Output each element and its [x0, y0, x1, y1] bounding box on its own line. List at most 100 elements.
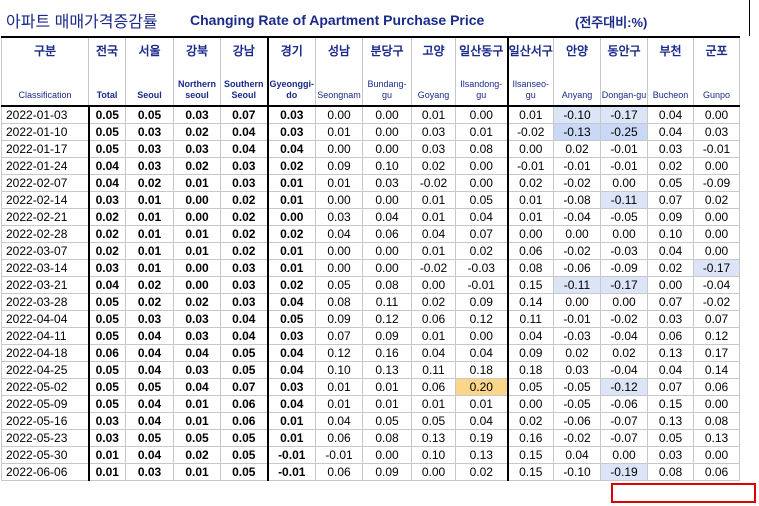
value-cell: 0.01: [267, 191, 316, 209]
value-cell: 0.13: [693, 429, 740, 447]
value-cell: 0.05: [88, 293, 126, 311]
table-row: 2022-01-03 0.05 0.05 0.03 0.07 0.03 0.00 0.00 0.…: [1, 105, 740, 124]
value-cell: 0.03: [647, 310, 694, 328]
value-cell: 0.08: [507, 259, 554, 277]
column-header-korean: 군포: [705, 44, 728, 58]
highlight-callout-box: [611, 483, 756, 503]
title-english: Changing Rate of Apartment Purchase Pric…: [190, 12, 485, 28]
value-cell: -0.02: [553, 429, 601, 447]
header-row: 구분 Classification 전국 Total 서울 Seoul 강북 Northern…: [1, 36, 740, 107]
value-cell: -0.13: [553, 123, 601, 141]
column-header-english: Classification: [18, 90, 72, 100]
value-cell: 0.05: [88, 140, 126, 158]
date-cell: 2022-02-21: [1, 208, 90, 226]
value-cell: 0.00: [693, 446, 740, 464]
table-row: 2022-03-14 0.03 0.01 0.00 0.03 0.01 0.00 0.00 -0…: [1, 259, 740, 277]
value-cell: 0.03: [125, 123, 174, 141]
value-cell: 0.04: [411, 225, 456, 243]
value-cell: 0.04: [220, 140, 269, 158]
column-header-korean: 강북: [185, 44, 209, 58]
value-cell: 0.01: [88, 446, 126, 464]
value-cell: 0.02: [693, 191, 740, 209]
value-cell: -0.03: [600, 242, 648, 260]
date-cell: 2022-02-14: [1, 191, 90, 209]
value-cell: 0.05: [220, 463, 269, 481]
date-cell: 2022-03-07: [1, 242, 90, 260]
value-cell: 0.00: [267, 208, 316, 226]
value-cell: 0.16: [507, 429, 554, 447]
value-cell: 0.08: [693, 412, 740, 430]
table-row: 2022-05-09 0.05 0.04 0.01 0.06 0.04 0.01 0.01 0.…: [1, 395, 740, 413]
value-cell: 0.07: [455, 225, 509, 243]
value-cell: 0.02: [220, 242, 269, 260]
table-row: 2022-01-17 0.05 0.03 0.03 0.04 0.04 0.00 0.00 0.…: [1, 140, 740, 158]
value-cell: 0.08: [455, 140, 509, 158]
column-header-english: Goyang: [417, 90, 450, 100]
value-cell: 0.01: [411, 395, 456, 413]
value-cell: 0.02: [88, 208, 126, 226]
column-header-korean: 안양: [565, 44, 589, 58]
value-cell: 0.04: [267, 140, 316, 158]
value-cell: 0.11: [411, 361, 456, 379]
value-cell: 0.00: [693, 395, 740, 413]
value-cell: 0.01: [507, 191, 554, 209]
column-header-2: 서울 Seoul: [125, 36, 174, 107]
value-cell: 0.00: [507, 395, 554, 413]
value-cell: 0.04: [125, 446, 174, 464]
value-cell: 0.00: [693, 105, 740, 124]
value-cell: 0.07: [647, 378, 694, 396]
value-cell: -0.25: [600, 123, 648, 141]
column-header-5: 경기 Gyeonggi-do: [267, 36, 316, 107]
value-cell: 0.04: [173, 378, 221, 396]
value-cell: 0.06: [220, 412, 269, 430]
value-cell: 0.00: [362, 123, 412, 141]
value-cell: 0.04: [220, 327, 269, 345]
value-cell: 0.04: [315, 412, 363, 430]
value-cell: -0.03: [553, 327, 601, 345]
table-body: 2022-01-03 0.05 0.05 0.03 0.07 0.03 0.00 0.00 0.…: [1, 105, 740, 481]
value-cell: 0.03: [693, 123, 740, 141]
value-cell: 0.01: [455, 123, 509, 141]
value-cell: 0.04: [125, 361, 174, 379]
table-row: 2022-02-28 0.02 0.01 0.01 0.02 0.02 0.04 0.06 0.…: [1, 225, 740, 243]
value-cell: 0.00: [315, 242, 363, 260]
value-cell: 0.06: [411, 378, 456, 396]
value-cell: 0.01: [507, 105, 554, 124]
value-cell: 0.05: [315, 276, 363, 294]
value-cell: 0.00: [693, 208, 740, 226]
column-header-12: 동안구 Dongan-gu: [600, 36, 648, 107]
value-cell: 0.09: [315, 157, 363, 175]
value-cell: 0.03: [362, 174, 412, 192]
value-cell: -0.04: [600, 361, 648, 379]
value-cell: 0.01: [411, 191, 456, 209]
value-cell: -0.04: [553, 208, 601, 226]
value-cell: 0.00: [362, 446, 412, 464]
value-cell: 0.12: [362, 310, 412, 328]
value-cell: -0.11: [553, 276, 601, 294]
value-cell: 0.03: [88, 412, 126, 430]
value-cell: 0.04: [455, 208, 509, 226]
value-cell: 0.00: [507, 140, 554, 158]
value-cell: 0.02: [507, 412, 554, 430]
column-header-english: Bundang-gu: [367, 79, 407, 100]
value-cell: 0.02: [220, 191, 269, 209]
value-cell: 0.00: [411, 276, 456, 294]
value-cell: 0.05: [455, 191, 509, 209]
value-cell: 0.00: [362, 242, 412, 260]
value-cell: 0.05: [647, 174, 694, 192]
value-cell: 0.17: [693, 344, 740, 362]
column-header-korean: 전국: [95, 44, 119, 58]
value-cell: 0.04: [267, 344, 316, 362]
value-cell: 0.00: [315, 191, 363, 209]
table-row: 2022-05-23 0.03 0.05 0.05 0.05 0.01 0.06 0.08 0.…: [1, 429, 740, 447]
value-cell: 0.03: [411, 140, 456, 158]
value-cell: 0.01: [315, 123, 363, 141]
value-cell: 0.01: [362, 378, 412, 396]
column-header-english: Seongnam: [317, 90, 361, 100]
value-cell: 0.06: [88, 344, 126, 362]
value-cell: 0.00: [600, 446, 648, 464]
column-header-korean: 부천: [659, 44, 682, 58]
value-cell: -0.10: [553, 105, 601, 124]
value-cell: 0.03: [125, 157, 174, 175]
value-cell: 0.03: [88, 429, 126, 447]
